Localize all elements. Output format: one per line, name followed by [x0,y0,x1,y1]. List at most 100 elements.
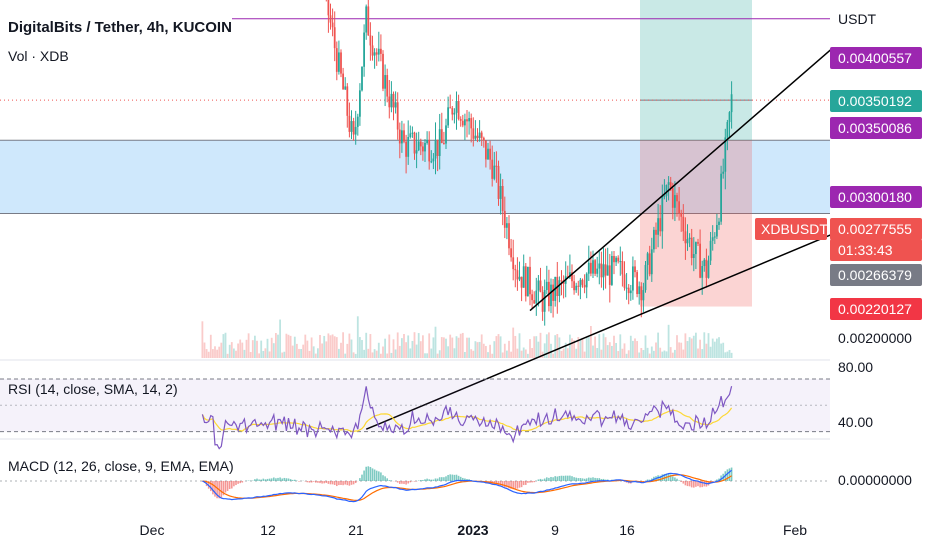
macd-hist-bar [512,481,514,490]
volume-bar [434,326,437,358]
candle-body [354,126,357,135]
volume-bar [340,342,342,358]
volume-bar [684,333,687,358]
candle-body [466,119,468,122]
macd-hist-bar [676,478,678,481]
volume-bar [283,351,286,358]
volume-bar [432,337,435,358]
volume-bar [350,339,353,358]
volume-bars [201,316,733,358]
time-axis-label: Dec [140,522,165,538]
macd-signal-line [202,474,732,501]
volume-bar [583,351,586,358]
macd-hist-bar [348,481,351,486]
macd-hist-bar [525,481,527,485]
volume-bar [354,353,357,358]
volume-bar [478,341,481,358]
macd-hist-bar [367,466,370,481]
volume-bar [571,338,573,358]
macd-hist-bar [495,481,498,485]
candle-body [592,260,594,274]
volume-bar [222,334,225,358]
volume-bar [407,335,410,358]
macd-hist-bar [241,481,244,483]
macd-hist-bar [684,481,687,486]
volume-bar [453,348,456,358]
macd-hist-bar [529,481,531,483]
volume-bar [306,340,309,358]
volume-bar [239,339,242,358]
volume-bar [598,334,601,358]
volume-bar [455,336,458,358]
macd-hist-bar [648,479,651,481]
macd-hist-bar [438,477,441,481]
candle-body [510,248,512,258]
volume-bar [480,334,483,358]
volume-bar [621,348,624,358]
macd-hist-bar [646,479,649,481]
volume-bar [703,332,706,358]
macd-hist-bar [575,477,577,481]
candle-body [419,141,422,147]
volume-label: Vol · XDB [8,48,69,64]
volume-bar [390,352,393,358]
macd-hist-bar [264,479,267,481]
volume-bar [333,336,336,358]
volume-bar [688,337,691,358]
candle-body [680,213,683,217]
volume-bar [417,333,420,358]
candle-body [333,27,336,49]
candle-body [724,137,727,172]
volume-bar [556,333,559,358]
candle-body [644,264,647,291]
macd-hist-bar [226,481,229,491]
volume-bar [285,333,288,358]
macd-hist-bar [443,477,445,481]
candle-body [413,132,416,154]
candle-body [590,262,592,274]
volume-bar [405,342,407,358]
volume-bar [697,348,699,358]
volume-bar [436,353,439,358]
macd-hist-bar [266,478,269,481]
macd-hist-bar [579,478,582,481]
stop-tag: 0.00220127 [838,301,912,317]
macd-hist-bar [546,477,548,481]
volume-bar [296,343,298,358]
candle-body [516,270,519,280]
candle-body [676,195,678,202]
candle-body [587,262,590,274]
candle-body [697,242,699,244]
volume-bar [608,342,611,358]
candle-body [489,148,491,160]
candle-body [449,107,452,109]
macd-hist-bar [354,481,357,484]
candle-body [720,173,722,222]
candle-body [424,142,426,152]
volume-bar [537,341,540,358]
volume-bar [251,340,254,358]
macd-hist-bar [434,478,437,481]
macd-hist-bar [258,479,260,481]
macd-hist-bar [279,477,281,481]
volume-bar [331,334,334,358]
candle-body [527,266,529,297]
candle-body [438,129,441,156]
macd-histogram [201,466,733,499]
volume-bar [510,351,512,358]
volume-bar [653,350,655,358]
volume-bar [690,338,693,358]
volume-bar [594,336,596,358]
volume-bar [300,349,302,358]
volume-bar [527,353,529,358]
macd-hist-bar [361,474,363,481]
candle-body [709,240,712,261]
candle-body [722,171,725,174]
macd-hist-bar [567,475,569,481]
macd-hist-bar [403,481,405,484]
macd-hist-bar [277,477,279,481]
macd-hist-bar [592,477,594,481]
volume-bar [459,333,462,358]
macd-hist-bar [308,481,311,483]
